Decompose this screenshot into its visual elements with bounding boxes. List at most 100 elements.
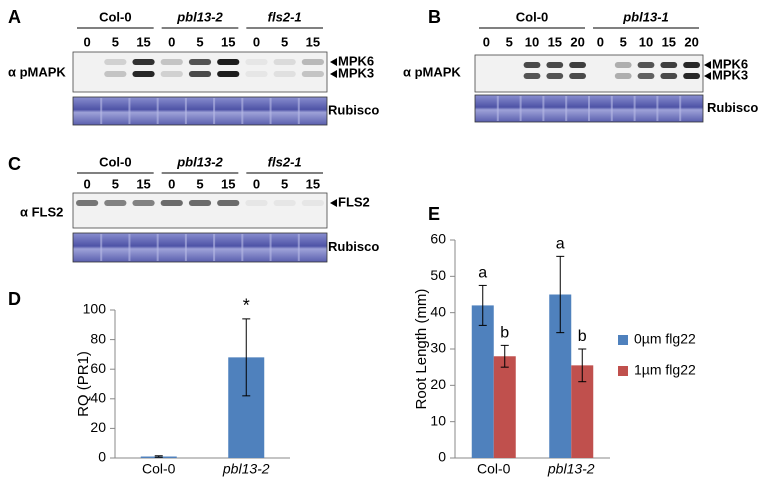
time-label: 0 (253, 34, 260, 49)
legend-swatch (618, 335, 628, 345)
band (301, 200, 324, 206)
x-tick-label: pbl13-2 (547, 461, 595, 477)
bar (571, 365, 594, 458)
panel-label: C (8, 154, 21, 174)
time-label: 0 (83, 34, 90, 49)
band-label: FLS2 (338, 194, 370, 209)
arrow (704, 72, 711, 80)
y-axis-label: Root Length (mm) (413, 289, 430, 410)
time-label: 5 (281, 34, 288, 49)
x-tick-label: Col-0 (477, 461, 511, 477)
band (637, 73, 655, 79)
time-label: 15 (136, 34, 150, 49)
time-label: 15 (136, 176, 150, 191)
y-tick-label: 80 (90, 330, 106, 346)
time-label: 15 (306, 34, 320, 49)
group-label: Col-0 (516, 9, 549, 24)
time-label: 0 (483, 34, 490, 49)
arrow (704, 61, 711, 69)
time-label: 0 (597, 34, 604, 49)
time-label: 5 (196, 176, 203, 191)
time-label: 0 (253, 176, 260, 191)
time-label: 5 (506, 34, 513, 49)
y-tick-label: 40 (430, 303, 446, 319)
bar (549, 294, 572, 458)
band (660, 73, 678, 79)
loading-label: Rubisco (707, 100, 758, 115)
time-label: 5 (196, 34, 203, 49)
time-label: 5 (620, 34, 627, 49)
arrow (330, 58, 337, 66)
y-tick-label: 20 (90, 419, 106, 435)
y-tick-label: 30 (430, 340, 446, 356)
y-tick-label: 60 (90, 360, 106, 376)
band (569, 73, 586, 79)
band (188, 200, 212, 206)
antibody-label: α pMAPK (8, 64, 66, 79)
time-label: 5 (281, 176, 288, 191)
band (160, 200, 183, 206)
band (614, 73, 632, 79)
time-label: 5 (112, 34, 119, 49)
time-label: 15 (306, 176, 320, 191)
band-label: MPK3 (712, 67, 748, 82)
group-label: pbl13-2 (176, 9, 223, 24)
group-label: Col-0 (99, 154, 132, 169)
panel-label: B (428, 7, 441, 27)
band (160, 71, 183, 77)
y-tick-label: 50 (430, 267, 446, 283)
band (188, 71, 212, 77)
band (614, 62, 632, 68)
y-tick-label: 0 (98, 449, 106, 465)
time-label: 15 (548, 34, 562, 49)
band (569, 62, 586, 68)
band (546, 62, 564, 68)
group-label: fls2-1 (268, 154, 302, 169)
significance-letter: b (500, 325, 509, 342)
significance-letter: a (556, 236, 565, 253)
legend-label: 1µm flg22 (634, 362, 696, 378)
time-label: 0 (168, 34, 175, 49)
band (217, 59, 240, 65)
time-label: 0 (83, 176, 90, 191)
time-label: 5 (112, 176, 119, 191)
band (245, 59, 268, 65)
band (683, 62, 700, 68)
band (104, 200, 127, 206)
panel-label: E (428, 204, 440, 224)
time-label: 20 (684, 34, 698, 49)
band (546, 73, 564, 79)
band-label: MPK6 (712, 56, 748, 71)
band-label: MPK6 (338, 53, 374, 68)
band (523, 73, 541, 79)
group-label: pbl13-2 (176, 154, 223, 169)
rubisco-blot (72, 96, 328, 126)
band (217, 71, 240, 77)
band-label: MPK3 (338, 65, 374, 80)
x-tick-label: Col-0 (142, 461, 176, 477)
band (76, 200, 99, 206)
time-label: 0 (168, 176, 175, 191)
band (301, 59, 324, 65)
antibody-label: α FLS2 (20, 204, 63, 219)
band (637, 62, 655, 68)
y-tick-label: 20 (430, 376, 446, 392)
band (104, 59, 127, 65)
group-label: fls2-1 (268, 9, 302, 24)
y-tick-label: 0 (438, 449, 446, 465)
rubisco-blot (72, 232, 328, 263)
band (132, 59, 155, 65)
arrow (330, 70, 337, 78)
panel-label: A (8, 7, 21, 27)
time-label: 15 (662, 34, 676, 49)
y-tick-label: 100 (83, 301, 107, 317)
y-tick-label: 10 (430, 412, 446, 428)
band (273, 59, 296, 65)
antibody-label: α pMAPK (403, 64, 461, 79)
band (273, 71, 296, 77)
band (660, 62, 678, 68)
significance-letter: b (578, 328, 587, 345)
band (245, 200, 268, 206)
band (188, 59, 212, 65)
group-label: Col-0 (99, 9, 132, 24)
